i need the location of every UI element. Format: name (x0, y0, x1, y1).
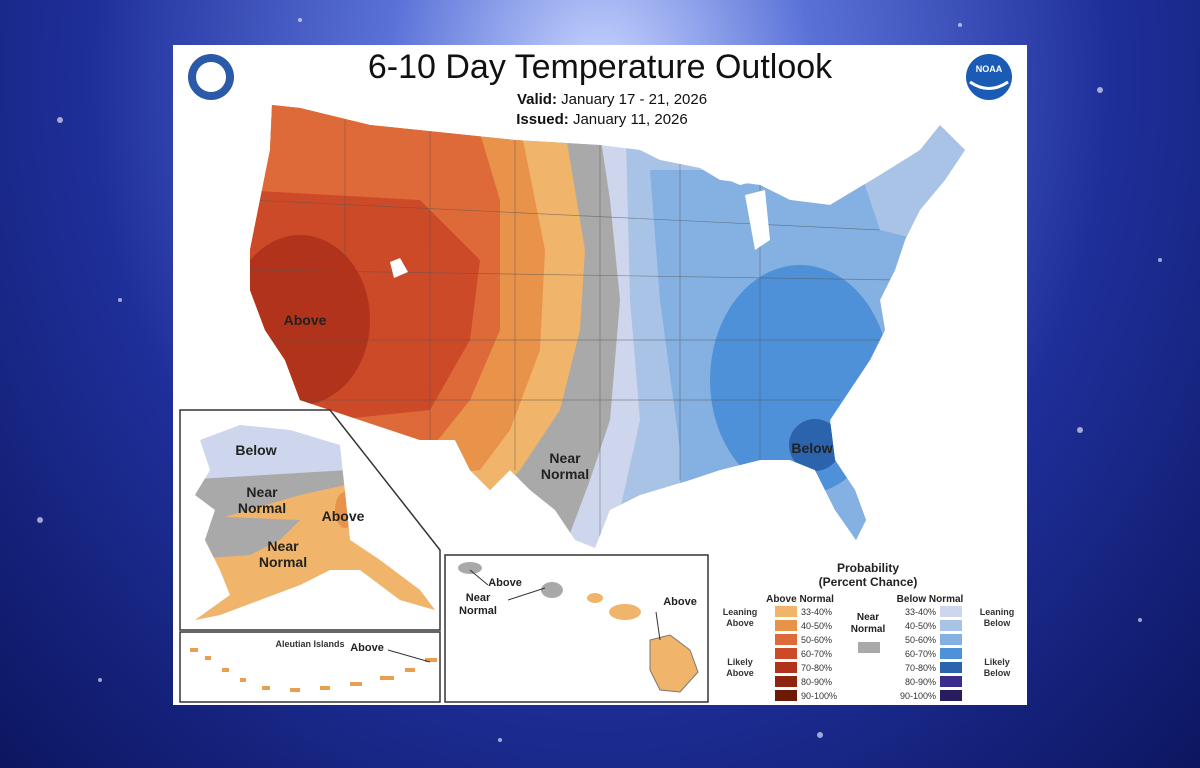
leader (387, 649, 431, 663)
legend-bin-label: 60-70% (801, 649, 832, 659)
title: 6-10 Day Temperature Outlook (367, 48, 833, 86)
legend-bin-label: 33-40% (905, 607, 936, 617)
legend-swatch (940, 620, 962, 631)
logo-text: NOAA (976, 64, 1003, 74)
legend-swatch (775, 620, 797, 631)
valid-dates: January 17 - 21, 2026 (561, 91, 708, 108)
legend-bin-label: 90-100% (900, 691, 936, 701)
legend-swatch (775, 690, 797, 701)
legend-swatch (775, 606, 797, 617)
legend-bin-label: 70-80% (905, 663, 936, 673)
legend-swatch (940, 606, 962, 617)
doc-logo (196, 62, 226, 92)
legend-bin-label: 40-50% (801, 621, 832, 631)
legend-title: Probability (836, 561, 900, 575)
lake (745, 190, 770, 250)
inset-title: Aleutian Islands (275, 639, 345, 649)
region-label: Above (488, 577, 522, 589)
legend-bin-label: 40-50% (905, 621, 936, 631)
legend-bin-label: 33-40% (801, 607, 832, 617)
legend-swatch (775, 634, 797, 645)
legend-bin-label: 50-60% (905, 635, 936, 645)
legend-swatch (775, 648, 797, 659)
legend-swatch (940, 648, 962, 659)
issued-date: January 11, 2026 (572, 111, 688, 128)
region-label: Below (791, 440, 833, 456)
aleutian-islands (190, 648, 437, 692)
valid-label: Valid: (516, 91, 557, 108)
legend-subtitle: (Percent Chance) (818, 575, 918, 589)
lake (700, 160, 780, 185)
region-label: Near Normal (540, 450, 590, 482)
legend-bin-label: 50-60% (801, 635, 832, 645)
legend-heading: Above Normal (766, 594, 834, 605)
legend-swatch (940, 676, 962, 687)
region-label: Above (283, 312, 327, 328)
legend-swatch (940, 634, 962, 645)
valid-line: Valid: January 17 - 21, 2026 (517, 91, 707, 108)
lake (390, 258, 408, 278)
legend-group: Likely Below (983, 657, 1011, 678)
region-label: Near Normal (237, 484, 287, 516)
noaa-logo (969, 80, 1009, 90)
legend-swatch (940, 662, 962, 673)
region-label: Below (235, 442, 277, 458)
legend-bin-label: 80-90% (905, 677, 936, 687)
legend-swatch (775, 676, 797, 687)
legend-group: Leaning Above (722, 607, 758, 628)
region-label: Above (663, 596, 697, 608)
legend-group: Likely Above (726, 657, 754, 678)
legend-group: Leaning Below (979, 607, 1015, 628)
region-label: Above (321, 508, 365, 524)
issued-line: Issued: January 11, 2026 (516, 111, 688, 128)
region-label: Near Normal (258, 538, 308, 570)
legend-swatch (775, 662, 797, 673)
legend-bin-label: 80-90% (801, 677, 832, 687)
hawaii-map (458, 562, 699, 693)
legend-bin-label: 90-100% (801, 691, 837, 701)
legend-bin-label: 70-80% (801, 663, 832, 673)
region-label: Near Normal (459, 592, 497, 617)
region-label: Above (350, 642, 384, 654)
aleutian-inset (179, 631, 441, 703)
legend-swatch (940, 690, 962, 701)
legend-near: Near Normal (850, 612, 886, 635)
issued-label: Issued: (516, 111, 569, 128)
legend-swatch (858, 642, 880, 653)
legend-bin-label: 60-70% (905, 649, 936, 659)
noaa-logo (966, 54, 1012, 100)
legend-heading: Below Normal (896, 594, 964, 605)
snow (37, 18, 1162, 742)
